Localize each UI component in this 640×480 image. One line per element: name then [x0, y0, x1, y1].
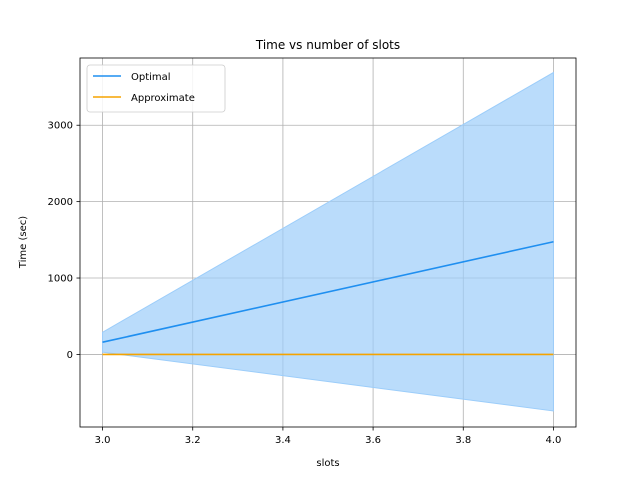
series-line-optimal: [102, 240, 554, 343]
x-tick-label: 3.2: [185, 435, 201, 446]
band-optimal: [102, 71, 554, 412]
y-ticks: 0 1000 2000 3000: [48, 121, 80, 361]
y-tick-label: 1000: [48, 274, 73, 285]
x-tick-label: 3.8: [455, 435, 471, 446]
x-ticks: 3.0 3.2 3.4 3.6 3.8 4.0: [95, 427, 562, 446]
legend-label-approximate: Approximate: [131, 93, 195, 104]
x-tick-label: 3.0: [95, 435, 111, 446]
y-tick-label: 3000: [48, 121, 73, 132]
x-axis-label: slots: [316, 458, 339, 469]
legend: Optimal Approximate: [86, 64, 226, 113]
x-tick-label: 3.6: [365, 435, 381, 446]
y-tick-label: 0: [67, 350, 73, 361]
legend-box: [86, 64, 226, 113]
legend-label-optimal: Optimal: [131, 72, 171, 83]
x-tick-label: 4.0: [546, 435, 562, 446]
plot-frame: [79, 57, 577, 428]
y-axis-label: Time (sec): [18, 216, 29, 269]
chart-title: Time vs number of slots: [255, 38, 400, 52]
y-tick-label: 2000: [48, 197, 73, 208]
x-tick-label: 3.4: [275, 435, 291, 446]
confidence-band-layer: [102, 71, 554, 412]
series-line-layer: [102, 240, 554, 356]
